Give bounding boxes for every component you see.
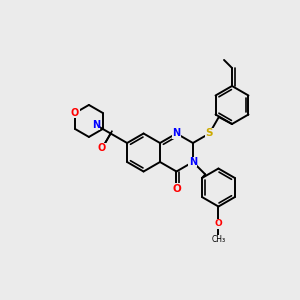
Text: O: O — [71, 108, 79, 118]
Text: N: N — [172, 128, 181, 139]
Text: N: N — [189, 157, 197, 167]
Text: N: N — [92, 120, 100, 130]
Text: S: S — [206, 128, 213, 139]
Text: O: O — [98, 143, 106, 153]
Text: O: O — [214, 219, 222, 228]
Text: O: O — [172, 184, 181, 194]
Text: CH₃: CH₃ — [212, 235, 226, 244]
